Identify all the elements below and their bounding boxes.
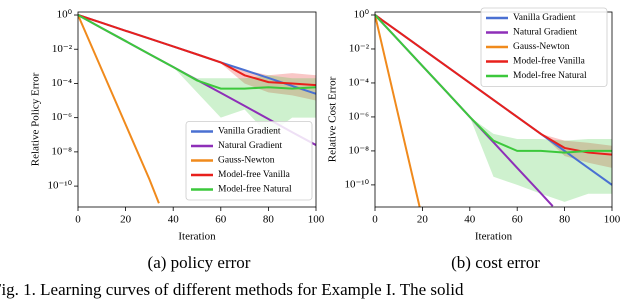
axes-frame xyxy=(77,11,317,208)
figure-caption: Fig. 1. Learning curves of different met… xyxy=(0,280,464,299)
legend-label: Vanilla Gradient xyxy=(218,127,281,137)
x-tick-label: 20 xyxy=(417,214,429,226)
error-band xyxy=(375,14,612,202)
legend-label: Model-free Vanilla xyxy=(218,169,291,180)
legend-label: Model-free Natural xyxy=(218,184,292,195)
y-tick-label: 10⁻² xyxy=(349,43,370,55)
y-tick-label: 10⁻⁴ xyxy=(51,77,72,89)
series-line xyxy=(375,14,612,154)
subplot-caption: (a) policy error xyxy=(148,253,251,272)
series-line xyxy=(78,14,316,90)
legend-label: Natural Gradient xyxy=(513,28,577,38)
series-line xyxy=(78,14,316,87)
legend-box xyxy=(480,7,608,87)
y-tick-label: 10⁻⁸ xyxy=(348,144,369,156)
y-tick-label: 10⁻⁴ xyxy=(348,76,369,88)
legend-label: Model-free Natural xyxy=(513,70,587,81)
series-line xyxy=(375,14,421,207)
legend-label: Natural Gradient xyxy=(218,141,282,151)
y-tick-label: 10⁻² xyxy=(52,43,73,55)
x-tick-label: 80 xyxy=(263,214,275,226)
x-tick-label: 60 xyxy=(512,214,524,226)
x-tick-label: 100 xyxy=(308,214,325,226)
x-tick-label: 100 xyxy=(604,214,621,226)
legend-label: Vanilla Gradient xyxy=(513,13,576,23)
x-tick-label: 60 xyxy=(215,214,227,226)
x-tick-label: 40 xyxy=(168,214,180,226)
x-tick-label: 0 xyxy=(75,214,81,226)
y-tick-label: 10⁻⁸ xyxy=(51,145,72,157)
error-band xyxy=(78,15,316,135)
legend-label: Model-free Vanilla xyxy=(513,56,586,67)
x-axis-label: Iteration xyxy=(178,231,216,243)
y-axis-label: Relative Policy Error xyxy=(30,72,42,166)
x-axis-label: Iteration xyxy=(475,231,513,243)
y-tick-label: 10⁻¹⁰ xyxy=(47,180,72,192)
x-tick-label: 40 xyxy=(464,214,476,226)
series-line xyxy=(375,14,612,156)
legend-label: Gauss-Newton xyxy=(513,42,570,52)
legend-box xyxy=(185,121,313,201)
y-tick-label: 10⁰ xyxy=(57,9,73,21)
x-tick-label: 80 xyxy=(559,214,571,226)
legend-label: Gauss-Newton xyxy=(218,156,275,166)
x-tick-label: 20 xyxy=(120,214,132,226)
x-tick-label: 0 xyxy=(372,214,378,226)
y-tick-label: 10⁻¹⁰ xyxy=(344,178,369,190)
subplot-caption: (b) cost error xyxy=(451,253,540,272)
series-line xyxy=(78,14,160,204)
y-tick-label: 10⁰ xyxy=(354,9,370,21)
y-tick-label: 10⁻⁶ xyxy=(51,111,72,123)
y-tick-label: 10⁻⁶ xyxy=(348,110,369,122)
y-axis-label: Relative Cost Error xyxy=(327,76,339,162)
plot-area xyxy=(375,14,612,207)
